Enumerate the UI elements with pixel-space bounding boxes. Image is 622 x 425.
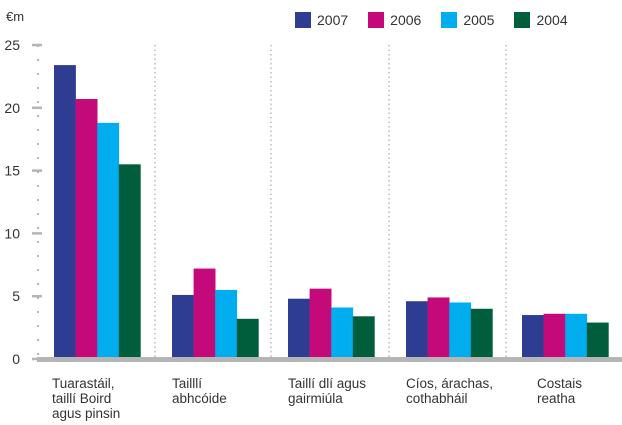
bar-2006-cat-1 [75,99,98,360]
bar-2007-cat-1 [54,65,76,359]
grid-lines [37,45,507,359]
category-label-line: Taillí dlí agus [288,376,367,391]
category-label-1: Tuarastáil, taillí Boird agus pinsin [52,376,168,421]
y-tick-label: 25 [4,37,20,53]
category-label-line: abhcóide [172,391,227,406]
category-label-5: Costais reatha [537,376,622,406]
category-label-3: Taillí dlí agus gairmiúla [288,376,404,406]
legend-label: 2005 [463,12,495,28]
category-label-line: Cíos, árachas, [406,376,494,391]
legend-swatch [295,12,311,28]
legend-label: 2007 [317,12,349,28]
legend: 2007 2006 2005 2004 [295,12,588,28]
category-label-line: Tuarastáil, [52,376,115,391]
bar-2006-cat-4 [427,297,450,359]
y-tick-label: 20 [4,100,20,116]
unit-label: €m [6,9,25,24]
category-label-4: Cíos, árachas, cothabháil [406,376,522,406]
y-axis: 0 5 10 15 20 25 [4,37,42,367]
legend-label: 2004 [536,12,568,28]
y-tick-label: 0 [12,351,20,367]
bar-2004-cat-2 [236,318,259,359]
legend-label: 2006 [390,12,422,28]
category-label-line: Tailllí [172,376,203,391]
category-label-line: cothabháil [406,391,468,406]
category-label-line: Costais [537,376,583,391]
bar-2004-cat-1 [118,164,141,359]
bar-2007-cat-3 [288,298,310,359]
y-tick-label: 10 [4,225,20,241]
category-label-line: agus pinsin [52,406,121,421]
bar-2005-cat-2 [215,289,238,359]
category-label-line: taillí Boird [52,391,112,406]
bar-2005-cat-4 [449,302,472,359]
bar-2006-cat-2 [193,268,216,359]
bar-2005-cat-1 [97,122,120,359]
legend-swatch [514,12,531,28]
bar-2007-cat-2 [172,294,194,359]
bar-2006-cat-3 [309,288,332,359]
legend-item-2005: 2005 [441,12,494,28]
category-label-line: gairmiúla [288,391,343,406]
bars [54,65,609,360]
y-tick-label: 5 [12,288,20,304]
bar-2006-cat-5 [543,313,566,359]
legend-swatch [441,12,458,28]
legend-item-2004: 2004 [514,12,568,28]
bar-2005-cat-5 [565,313,588,359]
legend-swatch [368,12,385,28]
category-label-2: Tailllí abhcóide [172,376,288,406]
legend-item-2007: 2007 [295,12,348,28]
bar-2007-cat-4 [406,301,428,359]
bar-2004-cat-3 [352,316,375,359]
legend-item-2006: 2006 [368,12,421,28]
y-tick-label: 15 [4,163,20,179]
bar-2007-cat-5 [522,315,544,359]
bar-2004-cat-4 [470,308,493,359]
category-label-line: reatha [537,391,576,406]
bar-2004-cat-5 [586,322,609,359]
x-axis-baseline [37,357,622,362]
bar-2005-cat-3 [331,307,354,359]
